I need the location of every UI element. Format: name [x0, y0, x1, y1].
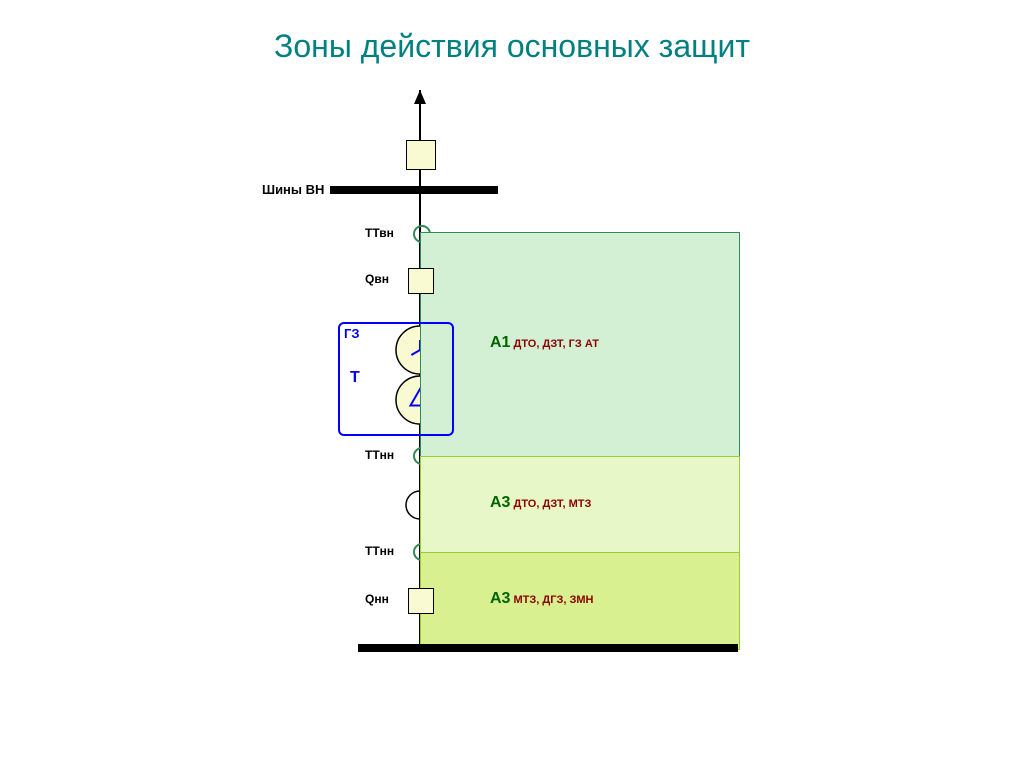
busbar-hv-label: Шины ВН: [262, 182, 324, 197]
busbar-hv: [330, 186, 498, 194]
breaker-qnn-label: Qнн: [365, 592, 389, 606]
zone-title-A1: А1 ДТО, ДЗТ, ГЗ АТ: [490, 334, 599, 352]
ct-lv2-label: ТТнн: [365, 544, 394, 558]
zone-sub-A3b: МТЗ, ДГЗ, ЗМН: [510, 594, 593, 606]
top-switch-box: [406, 140, 436, 170]
gz-label: ГЗ: [344, 326, 360, 341]
t-label: Т: [350, 369, 360, 387]
zone-title-A3b: А3 МТЗ, ДГЗ, ЗМН: [490, 590, 593, 608]
zone-sub-A1: ДТО, ДЗТ, ГЗ АТ: [510, 338, 598, 350]
breaker-qvn: [408, 268, 434, 294]
diagram-canvas: А1 ДТО, ДЗТ, ГЗ АТ А3 ДТО, ДЗТ, МТЗ А3 МТЗ…: [0, 0, 1024, 768]
zone-sub-A3a: ДТО, ДЗТ, МТЗ: [510, 498, 591, 510]
breaker-qnn: [408, 588, 434, 614]
zone-title-A3a: А3 ДТО, ДЗТ, МТЗ: [490, 494, 591, 512]
ct-hv-label: ТТвн: [365, 226, 394, 240]
ct-lv1-label: ТТнн: [365, 448, 394, 462]
breaker-qvn-label: Qвн: [365, 272, 389, 286]
busbar-lv: [358, 644, 738, 652]
